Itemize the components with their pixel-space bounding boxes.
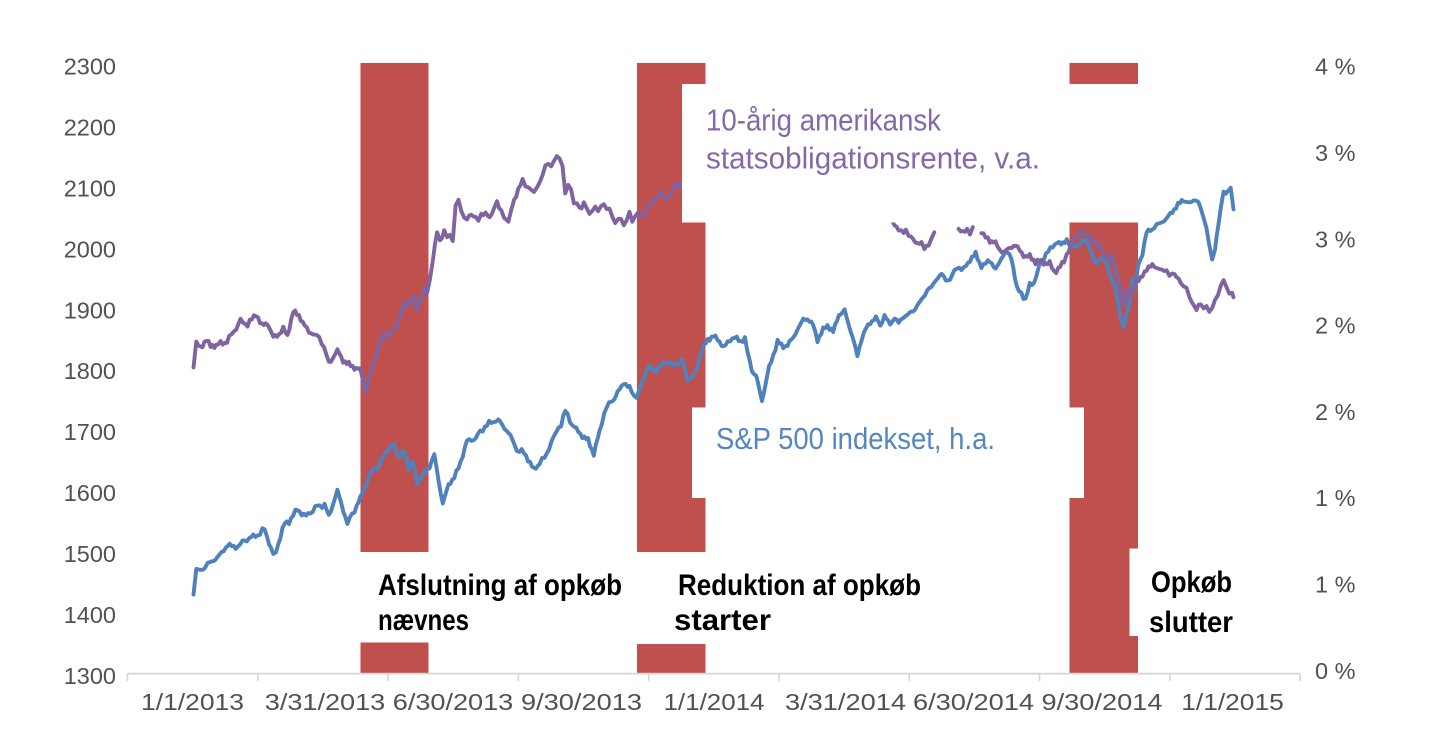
svg-text:nævnes: nævnes: [378, 604, 469, 637]
svg-text:3 %: 3 %: [1315, 226, 1356, 252]
svg-text:2000: 2000: [64, 236, 116, 262]
svg-text:1700: 1700: [64, 419, 116, 445]
svg-text:Afslutning af opkøb: Afslutning af opkøb: [378, 569, 622, 602]
svg-text:statsobligationsrente, v.a.: statsobligationsrente, v.a.: [706, 141, 1040, 176]
svg-text:1500: 1500: [64, 541, 116, 567]
svg-text:1 %: 1 %: [1315, 485, 1356, 511]
svg-text:starter: starter: [674, 604, 771, 637]
svg-text:2300: 2300: [64, 54, 116, 80]
svg-text:1900: 1900: [64, 297, 116, 323]
svg-text:1600: 1600: [64, 480, 116, 506]
svg-text:S&P 500 indekset, h.a.: S&P 500 indekset, h.a.: [716, 421, 995, 456]
svg-text:2200: 2200: [64, 114, 116, 140]
svg-text:slutter: slutter: [1149, 606, 1233, 639]
svg-text:1400: 1400: [64, 602, 116, 628]
svg-text:2 %: 2 %: [1315, 399, 1356, 425]
svg-text:6/30/2014: 6/30/2014: [913, 689, 1034, 715]
svg-text:Reduktion af opkøb: Reduktion af opkøb: [678, 569, 921, 602]
svg-text:9/30/2014: 9/30/2014: [1042, 689, 1163, 715]
svg-text:2100: 2100: [64, 175, 116, 201]
svg-text:1/1/2015: 1/1/2015: [1181, 689, 1284, 715]
svg-text:3 %: 3 %: [1315, 140, 1356, 166]
svg-text:Opkøb: Opkøb: [1151, 566, 1232, 599]
svg-text:4 %: 4 %: [1315, 54, 1356, 80]
svg-text:6/30/2013: 6/30/2013: [393, 689, 514, 715]
svg-text:0 %: 0 %: [1315, 658, 1356, 684]
svg-text:3/31/2014: 3/31/2014: [785, 689, 906, 715]
svg-text:1/1/2013: 1/1/2013: [141, 689, 244, 715]
svg-text:3/31/2013: 3/31/2013: [265, 689, 386, 715]
svg-text:1 %: 1 %: [1315, 572, 1356, 598]
svg-text:1/1/2014: 1/1/2014: [664, 689, 765, 715]
svg-text:1300: 1300: [64, 663, 116, 689]
svg-text:9/30/2013: 9/30/2013: [521, 689, 642, 715]
svg-text:2 %: 2 %: [1315, 313, 1356, 339]
svg-text:1800: 1800: [64, 358, 116, 384]
svg-text:10-årig amerikansk: 10-årig amerikansk: [706, 103, 941, 138]
